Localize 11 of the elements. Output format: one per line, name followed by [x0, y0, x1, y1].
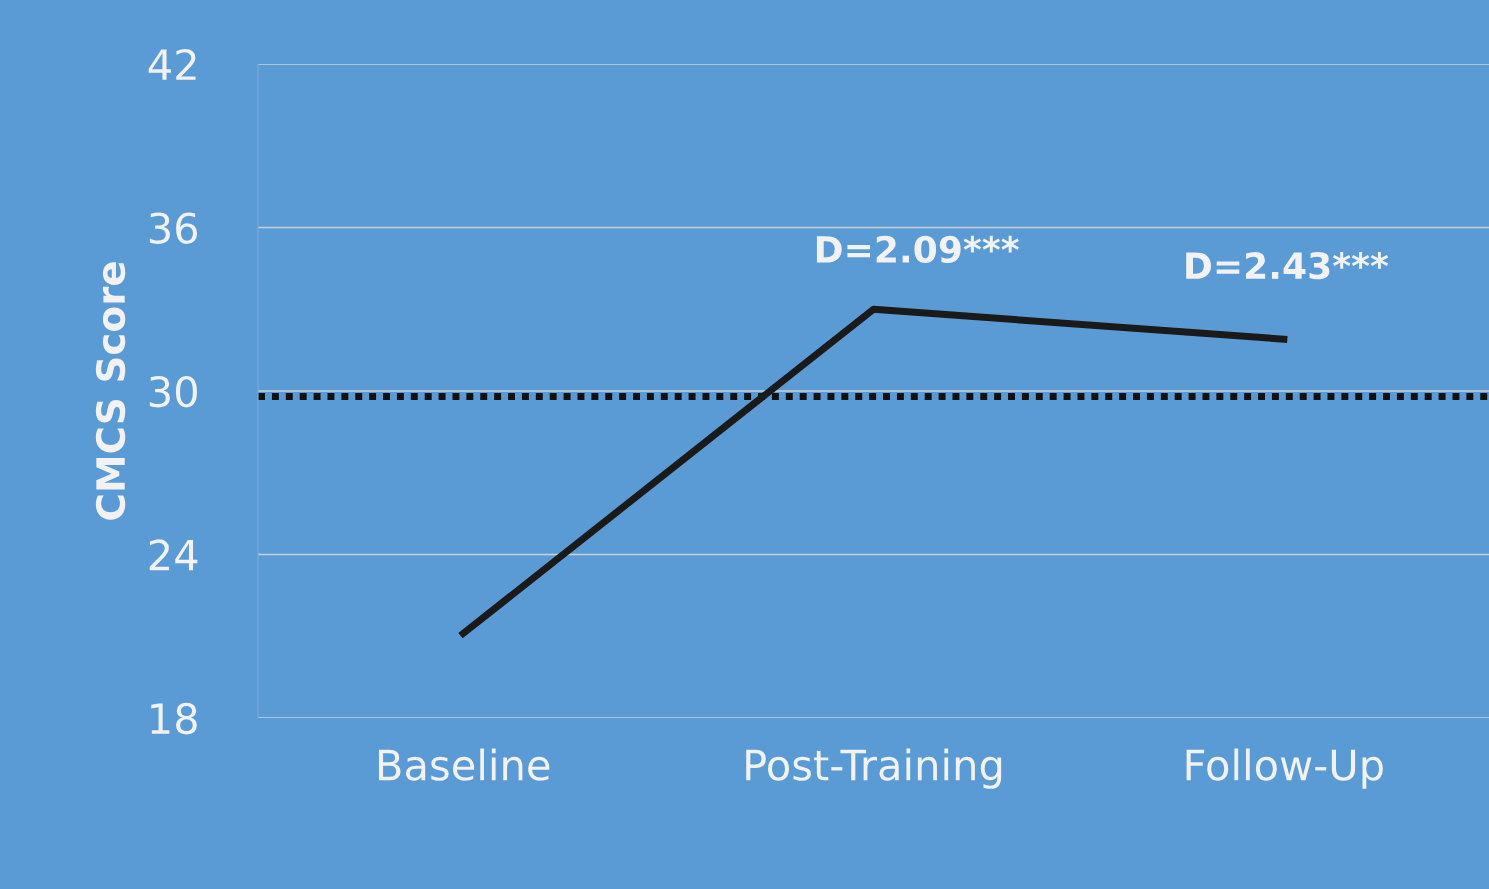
y-tick-label: 30 — [149, 375, 197, 408]
annotation: D=2.43*** — [1186, 252, 1389, 280]
y-tick-label: 36 — [149, 212, 198, 244]
x-tick-label: Post-Training — [746, 748, 1002, 789]
y-tick-label: 42 — [148, 48, 196, 80]
y-tick-label: 24 — [149, 539, 198, 571]
annotation: D=2.09*** — [816, 235, 1019, 264]
x-tick-label: Follow-Up — [1186, 748, 1383, 789]
x-tick-label: Baseline — [378, 748, 550, 781]
y-axis-title: CMCS Score — [95, 262, 126, 520]
y-tick-label: 18 — [151, 702, 197, 735]
